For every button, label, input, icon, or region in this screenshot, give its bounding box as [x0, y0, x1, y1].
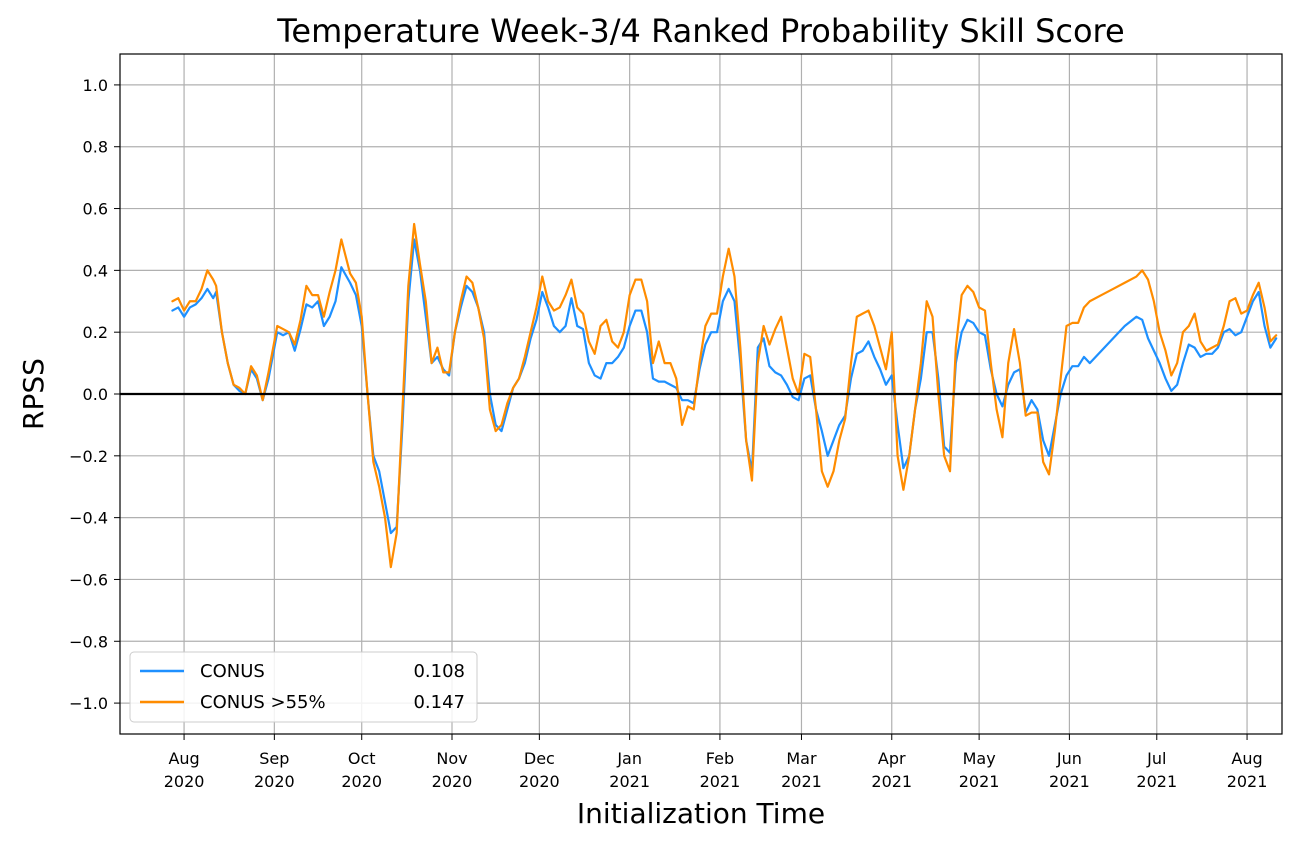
y-tick-label: 0.8	[83, 138, 108, 157]
ticks: −1.0 −0.8 −0.6 −0.4 −0.2 0.0 0.2 0.4 0.6 0.8 1.0 Au…	[69, 76, 1267, 791]
x-tick-label-year: 2021	[700, 772, 741, 791]
x-tick-label-year: 2021	[609, 772, 650, 791]
x-tick-label-month: Mar	[786, 749, 817, 768]
x-tick-label-year: 2020	[341, 772, 382, 791]
x-tick-label-year: 2021	[1227, 772, 1268, 791]
legend: CONUS 0.108 CONUS >55% 0.147	[129, 651, 478, 723]
x-tick-label-month: Dec	[524, 749, 555, 768]
legend-label-conus: CONUS	[200, 661, 265, 682]
x-tick-label-month: Aug	[1231, 749, 1262, 768]
legend-value-conus-55: 0.147	[413, 692, 465, 713]
x-tick-label-month: Jul	[1146, 749, 1166, 768]
y-axis-label: RPSS	[17, 358, 50, 430]
x-tick-label-year: 2021	[781, 772, 822, 791]
x-tick-label-year: 2020	[432, 772, 473, 791]
x-tick-label-month: May	[963, 749, 996, 768]
x-tick-label-year: 2020	[254, 772, 295, 791]
x-tick-label-month: Feb	[706, 749, 734, 768]
y-tick-label: −0.2	[69, 447, 108, 466]
x-tick-label-month: Jan	[616, 749, 642, 768]
y-tick-label: −0.8	[69, 632, 108, 651]
series-line-conus	[171, 238, 1278, 535]
y-tick-label: 0.0	[83, 385, 108, 404]
y-tick-label: −0.6	[69, 570, 108, 589]
x-tick-label-year: 2021	[871, 772, 912, 791]
series-line-conus-55	[171, 222, 1278, 569]
x-tick-label-year: 2021	[1136, 772, 1177, 791]
x-tick-label-month: Sep	[259, 749, 289, 768]
x-tick-label-month: Oct	[348, 749, 376, 768]
y-tick-label: −1.0	[69, 694, 108, 713]
y-tick-label: −0.4	[69, 509, 108, 528]
chart-title: Temperature Week-3/4 Ranked Probability …	[276, 12, 1124, 50]
x-tick-label-year: 2020	[519, 772, 560, 791]
y-tick-label: 0.2	[83, 323, 108, 342]
y-tick-label: 0.6	[83, 200, 108, 219]
legend-box	[129, 651, 478, 723]
legend-label-conus-55: CONUS >55%	[200, 692, 326, 713]
x-tick-label-month: Nov	[436, 749, 467, 768]
x-tick-label-year: 2021	[959, 772, 1000, 791]
x-tick-label-month: Apr	[878, 749, 906, 768]
x-axis-label: Initialization Time	[577, 797, 825, 830]
x-tick-label-year: 2021	[1049, 772, 1090, 791]
y-tick-label: 0.4	[83, 261, 108, 280]
series-layer	[120, 222, 1282, 569]
legend-value-conus: 0.108	[413, 661, 465, 682]
x-tick-label-month: Jun	[1056, 749, 1082, 768]
x-tick-label-month: Aug	[168, 749, 199, 768]
x-tick-label-year: 2020	[164, 772, 205, 791]
y-tick-label: 1.0	[83, 76, 108, 95]
